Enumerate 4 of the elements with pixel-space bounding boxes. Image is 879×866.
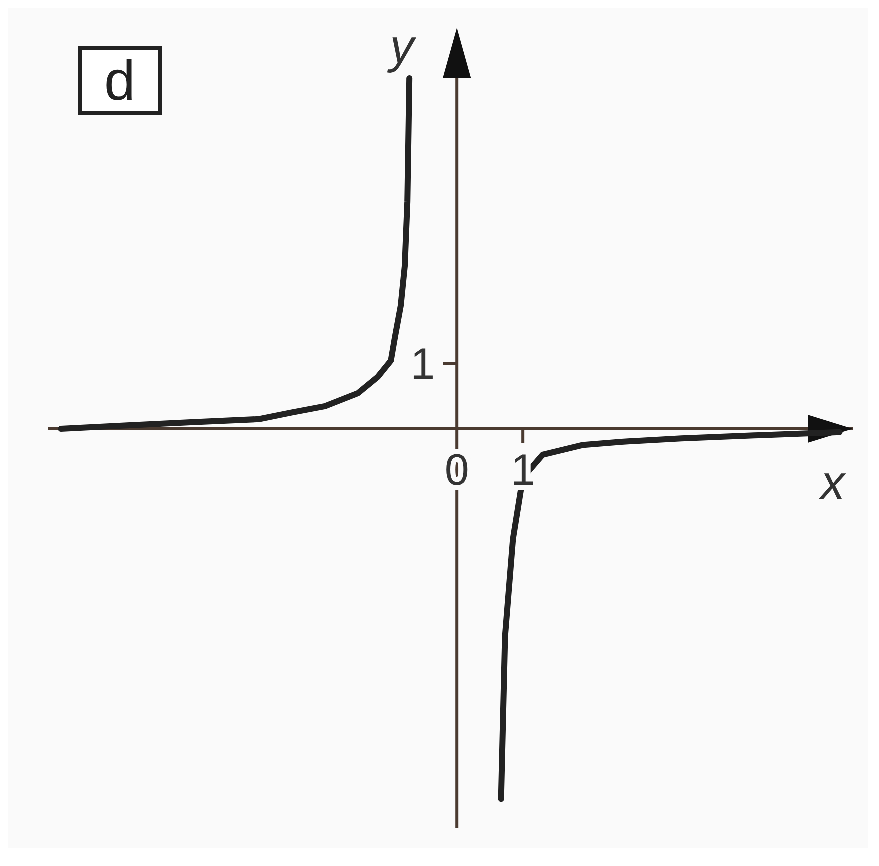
chart-title: d <box>104 49 136 112</box>
x-axis-title: x <box>819 457 847 510</box>
y-axis-title: y <box>387 21 418 74</box>
annotation: 1 <box>410 340 436 389</box>
